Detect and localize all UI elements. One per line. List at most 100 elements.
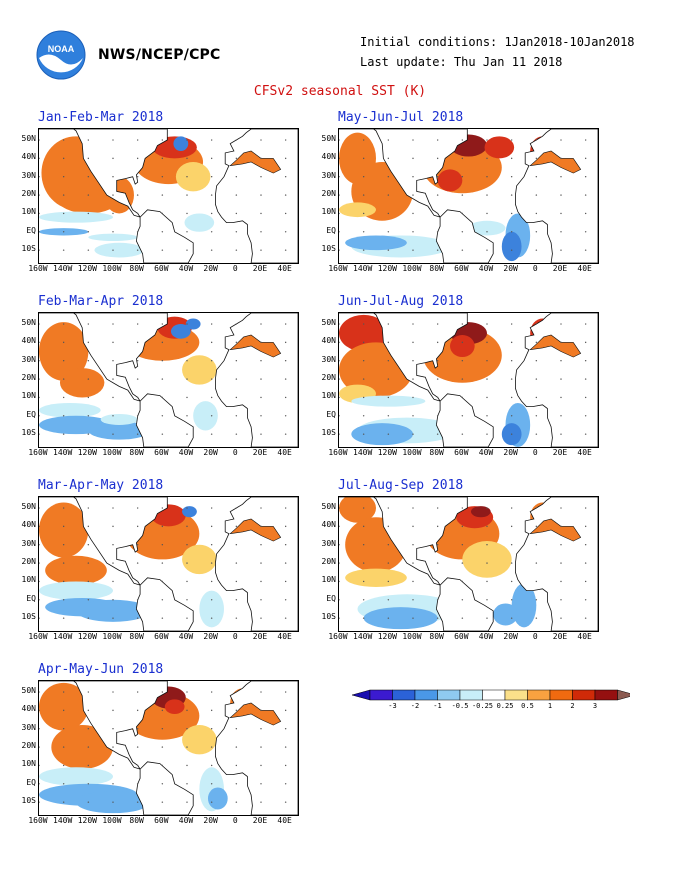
grid-dot bbox=[186, 249, 188, 251]
grid-dot bbox=[461, 562, 464, 564]
grid-dot bbox=[284, 801, 287, 803]
grid-dot bbox=[112, 378, 114, 380]
grid-dot bbox=[339, 212, 340, 215]
grid-dot bbox=[486, 231, 488, 233]
lon-label: 140W bbox=[353, 448, 373, 457]
grid-dot bbox=[339, 360, 340, 362]
grid-dot bbox=[461, 176, 464, 178]
grid-dot bbox=[186, 746, 188, 748]
grid-dot bbox=[387, 360, 390, 362]
grid-dot bbox=[235, 801, 238, 803]
grid-dot bbox=[136, 507, 139, 509]
grid-dot bbox=[210, 433, 213, 435]
lat-label: 10N bbox=[21, 391, 36, 401]
grid-dot bbox=[39, 801, 40, 803]
grid-dot bbox=[39, 341, 40, 344]
grid-dot bbox=[461, 525, 464, 528]
lat-label: 20N bbox=[321, 189, 336, 199]
grid-dot bbox=[186, 415, 188, 417]
lon-label: 160W bbox=[328, 264, 348, 273]
grid-dot bbox=[510, 323, 513, 325]
mediterranean-sea bbox=[529, 334, 582, 358]
anomaly-region bbox=[345, 235, 407, 251]
grid-dot bbox=[535, 194, 538, 196]
anomaly-region bbox=[182, 725, 217, 755]
lon-label: 20W bbox=[503, 448, 518, 457]
lon-label: 0 bbox=[232, 448, 238, 457]
grid-dot bbox=[461, 433, 464, 435]
grid-dot bbox=[112, 176, 114, 178]
grid-dot bbox=[535, 525, 538, 528]
lat-label: 20N bbox=[21, 557, 36, 567]
grid-dot bbox=[136, 783, 139, 785]
grid-dot bbox=[436, 396, 439, 399]
lon-label: 100W bbox=[102, 264, 122, 273]
grid-dot bbox=[87, 433, 90, 435]
grid-dot bbox=[39, 691, 40, 693]
colorbar-label: 0.5 bbox=[521, 702, 534, 710]
grid-dot bbox=[186, 801, 188, 803]
grid-dot bbox=[510, 341, 513, 344]
grid-dot bbox=[436, 341, 439, 344]
grid-dot bbox=[186, 599, 188, 601]
grid-dot bbox=[510, 378, 513, 380]
grid-dot bbox=[136, 139, 139, 141]
grid-dot bbox=[62, 194, 65, 196]
lon-label: 160W bbox=[28, 632, 48, 641]
lat-label: EQ bbox=[326, 225, 336, 235]
colorbar-swatch bbox=[459, 689, 483, 701]
grid-dot bbox=[284, 415, 287, 417]
grid-dot bbox=[412, 249, 414, 251]
grid-dot bbox=[412, 544, 414, 546]
grid-dot bbox=[161, 139, 164, 141]
land-mass bbox=[339, 313, 468, 402]
grid-dot bbox=[235, 415, 238, 417]
grid-dot bbox=[284, 176, 287, 178]
lat-label: 20N bbox=[21, 741, 36, 751]
grid-dot bbox=[136, 562, 139, 564]
grid-dot bbox=[136, 544, 139, 546]
lon-label: 60W bbox=[154, 448, 169, 457]
grid-dot bbox=[510, 249, 513, 251]
land-mass bbox=[339, 497, 468, 586]
grid-dot bbox=[412, 433, 414, 435]
grid-dot bbox=[62, 378, 65, 380]
grid-dot bbox=[510, 360, 513, 362]
land-mass bbox=[135, 209, 194, 263]
grid-dot bbox=[186, 691, 188, 693]
grid-dot bbox=[284, 157, 287, 160]
grid-dot bbox=[387, 433, 390, 435]
map-panel: Jul-Aug-Sep 2018 50N 40N 30N 20N 10N EQ 10S 160… bbox=[322, 478, 614, 658]
grid-dot bbox=[260, 157, 262, 160]
grid-dot bbox=[584, 525, 587, 528]
grid-dot bbox=[186, 323, 188, 325]
grid-dot bbox=[510, 176, 513, 178]
grid-dot bbox=[186, 212, 188, 215]
grid-dot bbox=[235, 746, 238, 748]
anomaly-region bbox=[345, 568, 407, 587]
lat-label: 40N bbox=[321, 520, 336, 530]
lon-label: 40W bbox=[478, 264, 494, 273]
last-update: Last update: Thu Jan 11 2018 bbox=[360, 55, 563, 69]
grid-dot bbox=[112, 415, 114, 417]
grid-dot bbox=[284, 378, 287, 380]
grid-dot bbox=[87, 176, 90, 178]
lon-label: 40E bbox=[277, 448, 292, 457]
grid-dot bbox=[284, 709, 287, 712]
grid-dot bbox=[436, 194, 439, 196]
anomaly-region bbox=[363, 607, 438, 630]
anomaly-region bbox=[39, 211, 113, 223]
grid-dot bbox=[235, 728, 238, 730]
grid-dot bbox=[112, 433, 114, 435]
grid-dot bbox=[486, 433, 488, 435]
map-panel: Apr-May-Jun 2018 50N 40N 30N 20N 10N EQ 10S 160… bbox=[22, 662, 314, 842]
grid-dot bbox=[362, 525, 365, 528]
grid-dot bbox=[412, 231, 414, 233]
grid-dot bbox=[136, 231, 139, 233]
grid-dot bbox=[284, 599, 287, 601]
panel-title: Mar-Apr-May 2018 bbox=[38, 478, 164, 493]
grid-dot bbox=[62, 249, 65, 251]
grid-dot bbox=[560, 507, 562, 509]
grid-dot bbox=[339, 617, 340, 619]
grid-dot bbox=[436, 525, 439, 528]
